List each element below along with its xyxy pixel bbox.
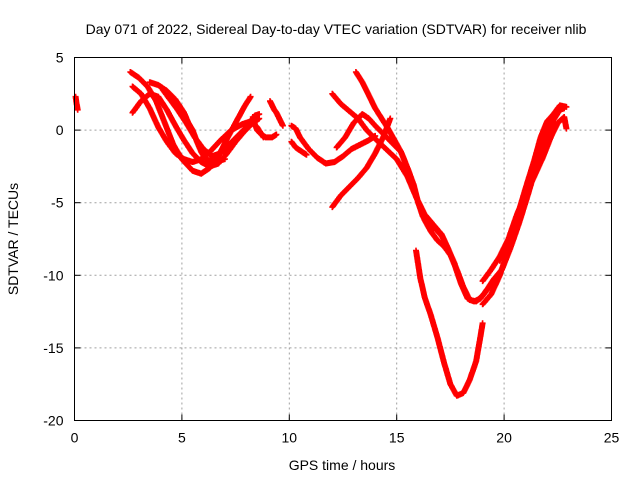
series-s1 <box>72 93 81 113</box>
grid <box>74 57 612 421</box>
x-axis: 0 5 10 15 20 25 <box>71 57 620 446</box>
x-axis-label: GPS time / hours <box>289 457 396 473</box>
series-s14 <box>413 247 486 399</box>
x-tick-label: 0 <box>71 430 79 446</box>
y-tick-label: -5 <box>51 195 64 211</box>
series-s7 <box>267 98 286 129</box>
series-s18 <box>249 114 280 141</box>
series-markers <box>496 105 568 264</box>
x-tick-label: 25 <box>604 430 620 446</box>
x-tick-label: 10 <box>282 430 298 446</box>
series-markers <box>288 138 310 158</box>
y-tick-label: -10 <box>43 267 63 283</box>
series-markers <box>267 98 286 129</box>
series-markers <box>249 114 280 141</box>
series-s17 <box>496 105 568 264</box>
series-markers <box>159 86 263 160</box>
series-markers <box>288 122 379 167</box>
y-tick-label: -20 <box>43 413 63 429</box>
y-tick-label: 0 <box>56 122 64 138</box>
series-markers <box>413 247 486 399</box>
chart-title: Day 071 of 2022, Sidereal Day-to-day VTE… <box>86 21 587 37</box>
series-s11 <box>333 111 493 305</box>
x-tick-label: 15 <box>389 430 405 446</box>
series-s9 <box>288 138 310 158</box>
series-markers <box>72 93 81 113</box>
series-s13 <box>352 69 458 267</box>
series-s6 <box>159 86 263 160</box>
y-tick-label: 5 <box>56 50 64 66</box>
data-points <box>72 69 570 399</box>
x-tick-label: 20 <box>496 430 512 446</box>
y-axis: 5 0 -5 -10 -15 -20 <box>43 50 612 429</box>
y-tick-label: -15 <box>43 340 63 356</box>
y-axis-label: SDTVAR / TECUs <box>5 183 21 295</box>
series-markers <box>333 111 493 305</box>
series-markers <box>352 69 458 267</box>
series-s8 <box>288 122 379 167</box>
plot-frame <box>74 57 612 421</box>
x-tick-label: 5 <box>178 430 186 446</box>
